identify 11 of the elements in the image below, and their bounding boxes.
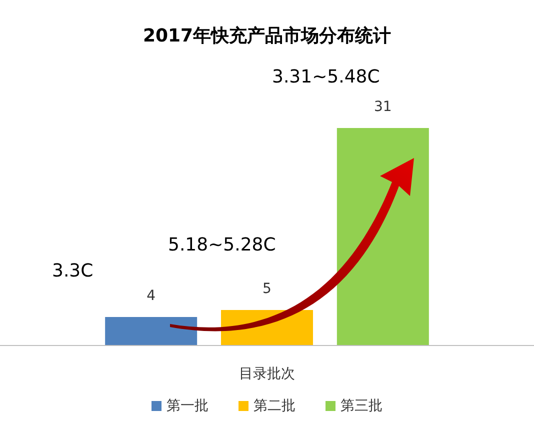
annotation: 3.3C: [52, 260, 94, 282]
text: 3.31~5.48C: [272, 66, 380, 88]
data-label: 5: [262, 281, 272, 297]
chart-title: 2017年快充产品市场分布统计: [142, 26, 392, 46]
legend-label: 第三批: [340, 398, 382, 414]
data-label: 4: [146, 288, 156, 304]
legend-label: 第一批: [166, 398, 208, 414]
annotation: 5.18~5.28C: [168, 234, 276, 256]
legend-label: 第二批: [254, 398, 296, 414]
x-axis-title: 目录批次: [239, 366, 295, 382]
data-label: 31: [374, 99, 392, 115]
